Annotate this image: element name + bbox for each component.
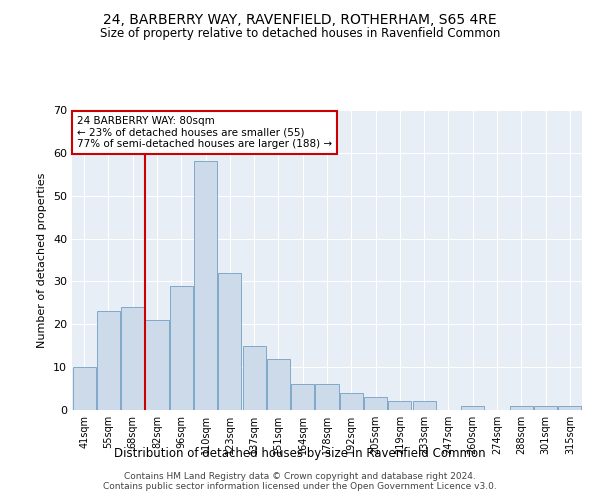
Text: Contains HM Land Registry data © Crown copyright and database right 2024.: Contains HM Land Registry data © Crown c…: [124, 472, 476, 481]
Text: Size of property relative to detached houses in Ravenfield Common: Size of property relative to detached ho…: [100, 28, 500, 40]
Bar: [340, 393, 363, 410]
Bar: [73, 367, 95, 410]
Bar: [194, 162, 217, 410]
Bar: [267, 358, 290, 410]
Bar: [559, 406, 581, 410]
Text: 24 BARBERRY WAY: 80sqm
← 23% of detached houses are smaller (55)
77% of semi-det: 24 BARBERRY WAY: 80sqm ← 23% of detached…: [77, 116, 332, 149]
Bar: [534, 406, 557, 410]
Bar: [218, 273, 241, 410]
Bar: [242, 346, 266, 410]
Y-axis label: Number of detached properties: Number of detached properties: [37, 172, 47, 348]
Bar: [170, 286, 193, 410]
Bar: [145, 320, 169, 410]
Bar: [97, 312, 120, 410]
Bar: [388, 402, 412, 410]
Bar: [510, 406, 533, 410]
Text: Distribution of detached houses by size in Ravenfield Common: Distribution of detached houses by size …: [114, 448, 486, 460]
Bar: [364, 397, 387, 410]
Bar: [413, 402, 436, 410]
Bar: [316, 384, 338, 410]
Bar: [461, 406, 484, 410]
Text: Contains public sector information licensed under the Open Government Licence v3: Contains public sector information licen…: [103, 482, 497, 491]
Bar: [291, 384, 314, 410]
Text: 24, BARBERRY WAY, RAVENFIELD, ROTHERHAM, S65 4RE: 24, BARBERRY WAY, RAVENFIELD, ROTHERHAM,…: [103, 12, 497, 26]
Bar: [121, 307, 144, 410]
